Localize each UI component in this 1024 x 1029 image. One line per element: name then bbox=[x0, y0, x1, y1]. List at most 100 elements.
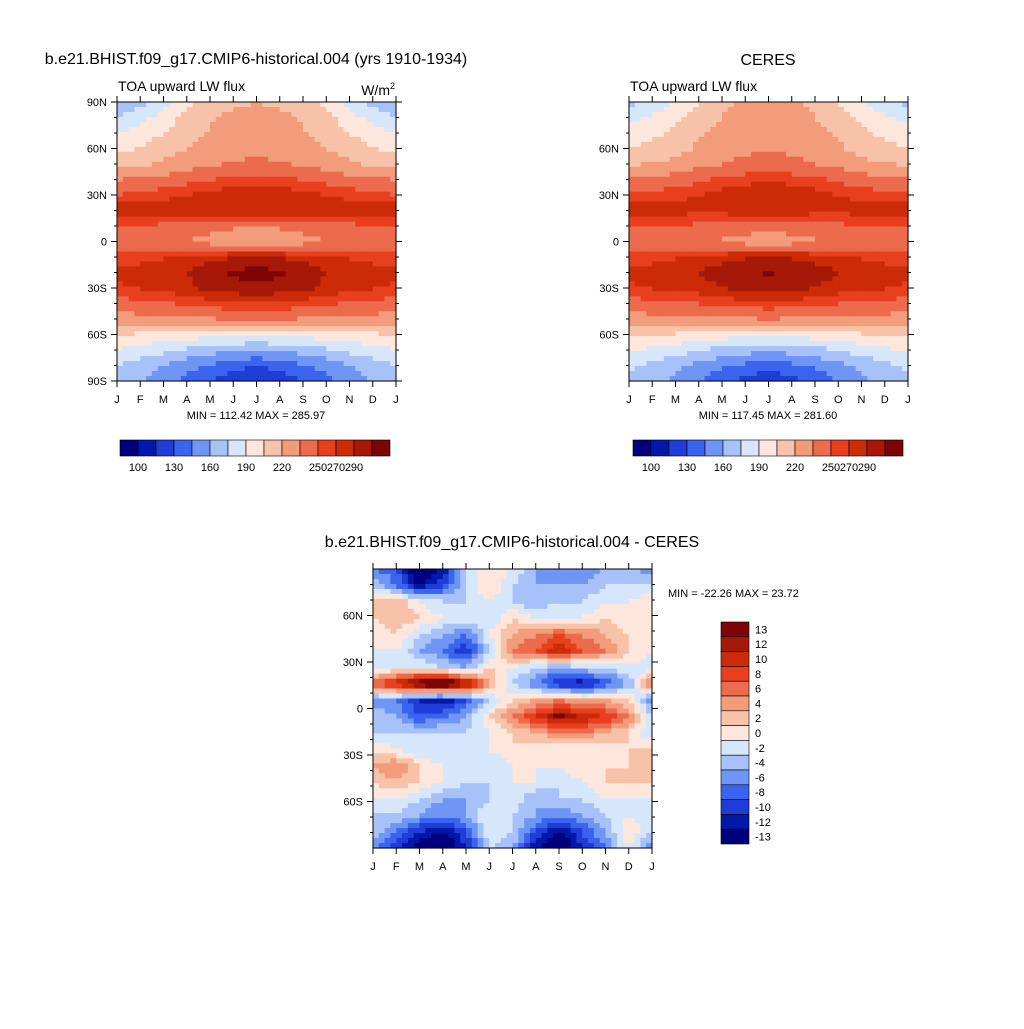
heatmap-cell bbox=[152, 291, 158, 297]
heatmap-cell bbox=[274, 242, 280, 248]
heatmap-cell bbox=[169, 336, 175, 342]
heatmap-cell bbox=[129, 306, 135, 312]
heatmap-cell bbox=[297, 167, 303, 173]
heatmap-cell bbox=[233, 281, 239, 287]
heatmap-cell bbox=[635, 326, 641, 332]
heatmap-cell bbox=[233, 107, 239, 113]
heatmap-cell bbox=[879, 311, 885, 317]
heatmap-cell bbox=[268, 142, 274, 148]
heatmap-cell bbox=[338, 271, 344, 277]
heatmap-cell bbox=[291, 237, 297, 243]
heatmap-cell bbox=[344, 251, 350, 257]
heatmap-cell bbox=[227, 276, 233, 282]
heatmap-cell bbox=[728, 172, 734, 178]
heatmap-cell bbox=[710, 232, 716, 238]
heatmap-cell bbox=[204, 132, 210, 138]
heatmap-cell bbox=[361, 291, 367, 297]
heatmap-cell bbox=[873, 291, 879, 297]
heatmap-cell bbox=[152, 361, 158, 367]
heatmap-cell bbox=[204, 177, 210, 183]
heatmap-cell bbox=[896, 222, 902, 228]
heatmap-cell bbox=[780, 182, 786, 188]
heatmap-cell bbox=[705, 227, 711, 233]
heatmap-cell bbox=[291, 132, 297, 138]
heatmap-cell bbox=[210, 142, 216, 148]
heatmap-cell bbox=[164, 336, 170, 342]
heatmap-cell bbox=[204, 336, 210, 342]
heatmap-cell bbox=[123, 237, 129, 243]
heatmap-cell bbox=[681, 142, 687, 148]
heatmap-cell bbox=[158, 127, 164, 133]
heatmap-cell bbox=[815, 316, 821, 322]
heatmap-cell bbox=[239, 102, 245, 108]
heatmap-cell bbox=[891, 311, 897, 317]
heatmap-cell bbox=[286, 197, 292, 203]
heatmap-cell bbox=[867, 281, 873, 287]
heatmap-cell bbox=[193, 246, 199, 252]
heatmap-cell bbox=[286, 182, 292, 188]
heatmap-cell bbox=[274, 341, 280, 347]
heatmap-cell bbox=[297, 281, 303, 287]
heatmap-cell bbox=[303, 177, 309, 183]
heatmap-cell bbox=[175, 251, 181, 257]
heatmap-cell bbox=[361, 167, 367, 173]
heatmap-cell bbox=[658, 256, 664, 262]
heatmap-cell bbox=[699, 296, 705, 302]
heatmap-cell bbox=[320, 112, 326, 118]
heatmap-cell bbox=[873, 197, 879, 203]
heatmap-cell bbox=[129, 182, 135, 188]
heatmap-cell bbox=[187, 197, 193, 203]
heatmap-cell bbox=[233, 291, 239, 297]
y-tick-label: 90S bbox=[87, 376, 107, 388]
heatmap-cell bbox=[286, 192, 292, 198]
heatmap-cell bbox=[338, 157, 344, 163]
heatmap-cell bbox=[251, 311, 257, 317]
heatmap-cell bbox=[867, 321, 873, 327]
heatmap-cell bbox=[658, 291, 664, 297]
heatmap-cell bbox=[134, 286, 140, 292]
heatmap-cell bbox=[792, 182, 798, 188]
heatmap-cell bbox=[676, 286, 682, 292]
heatmap-cell bbox=[146, 271, 152, 277]
heatmap-cell bbox=[117, 192, 123, 198]
heatmap-cell bbox=[193, 331, 199, 337]
heatmap-cell bbox=[827, 291, 833, 297]
x-tick-label: A bbox=[276, 394, 284, 406]
heatmap-cell bbox=[681, 227, 687, 233]
heatmap-cell bbox=[193, 361, 199, 367]
heatmap-cell bbox=[879, 261, 885, 267]
heatmap-cell bbox=[815, 107, 821, 113]
heatmap-cell bbox=[175, 127, 181, 133]
heatmap-cell bbox=[286, 237, 292, 243]
heatmap-cell bbox=[216, 331, 222, 337]
heatmap-cell bbox=[676, 162, 682, 168]
heatmap-cell bbox=[803, 222, 809, 228]
heatmap-cell bbox=[879, 207, 885, 213]
heatmap-cell bbox=[222, 341, 228, 347]
heatmap-cell bbox=[373, 361, 379, 367]
heatmap-cell bbox=[705, 102, 711, 108]
heatmap-cell bbox=[181, 107, 187, 113]
heatmap-cell bbox=[338, 182, 344, 188]
heatmap-cell bbox=[268, 316, 274, 322]
heatmap-cell bbox=[705, 326, 711, 332]
heatmap-cell bbox=[338, 311, 344, 317]
heatmap-cell bbox=[204, 122, 210, 128]
heatmap-cell bbox=[233, 242, 239, 248]
heatmap-cell bbox=[769, 217, 775, 223]
heatmap-cell bbox=[361, 197, 367, 203]
heatmap-cell bbox=[693, 227, 699, 233]
heatmap-cell bbox=[338, 207, 344, 213]
heatmap-cell bbox=[652, 117, 658, 123]
heatmap-cell bbox=[786, 261, 792, 267]
heatmap-cell bbox=[233, 351, 239, 357]
heatmap-cell bbox=[291, 271, 297, 277]
heatmap-cell bbox=[239, 167, 245, 173]
heatmap-cell bbox=[384, 167, 390, 173]
heatmap-cell bbox=[262, 227, 268, 233]
heatmap-cell bbox=[297, 182, 303, 188]
heatmap-cell bbox=[164, 107, 170, 113]
heatmap-cell bbox=[629, 301, 635, 307]
heatmap-cell bbox=[658, 112, 664, 118]
heatmap-cell bbox=[862, 212, 868, 218]
